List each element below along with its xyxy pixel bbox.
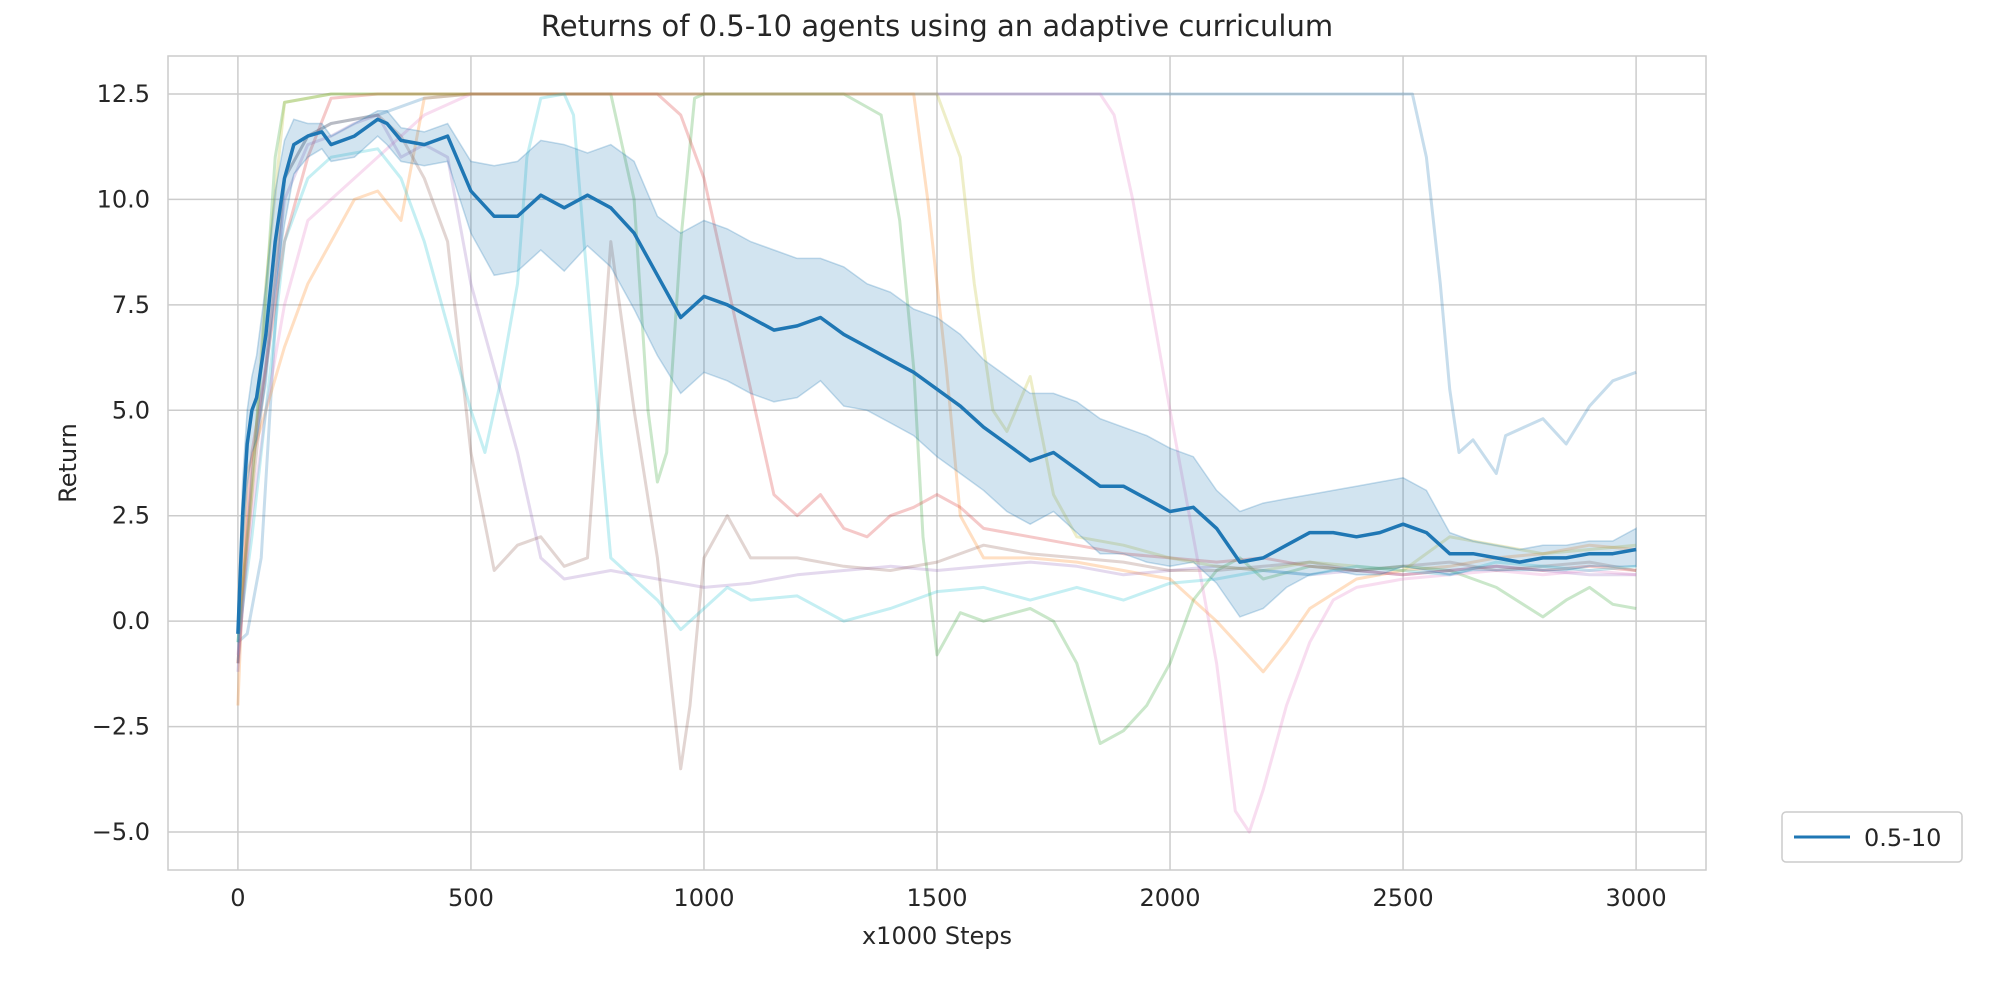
legend: 0.5-10 [1781,811,1963,863]
grid [168,56,1706,870]
agent-run-line [236,113,1637,672]
agent-run-line [236,92,1637,745]
y-tick-label: 12.5 [97,80,150,108]
y-tick-label: 0.0 [112,607,150,635]
agent-run-line [236,92,1637,664]
legend-box [1781,811,1963,863]
plot-frame [167,55,1707,871]
y-axis-ticks: −5.0 −2.5 0.0 2.5 5.0 7.5 10.0 12.5 [92,80,150,846]
x-tick-label: 500 [448,884,494,912]
agent-run-line [236,113,1637,771]
y-tick-label: 2.5 [112,502,150,530]
y-tick-label: 5.0 [112,396,150,424]
agent-runs [236,92,1637,834]
legend-label: 0.5-10 [1864,824,1941,852]
x-tick-label: 1500 [906,884,967,912]
y-tick-label: −2.5 [92,713,150,741]
chart-title: Returns of 0.5-10 agents using an adapti… [541,9,1333,43]
x-tick-label: 1000 [673,884,734,912]
agent-run-line [236,92,1637,834]
agent-run-line [236,92,1637,643]
agent-run-line [236,92,1637,644]
x-tick-label: 2000 [1139,884,1200,912]
x-axis-ticks: 0 500 1000 1500 2000 2500 3000 [230,884,1666,912]
mean-line-layer [236,117,1637,634]
x-tick-label: 3000 [1606,884,1667,912]
y-tick-label: 10.0 [97,185,150,213]
x-tick-label: 2500 [1373,884,1434,912]
agent-run-line [236,92,1637,634]
agent-run-line [236,92,1637,706]
y-tick-label: 7.5 [112,291,150,319]
x-axis-label: x1000 Steps [862,922,1012,950]
x-tick-label: 0 [230,884,245,912]
y-axis-label: Return [54,423,82,503]
y-tick-label: −5.0 [92,818,150,846]
mean-line [236,117,1637,634]
